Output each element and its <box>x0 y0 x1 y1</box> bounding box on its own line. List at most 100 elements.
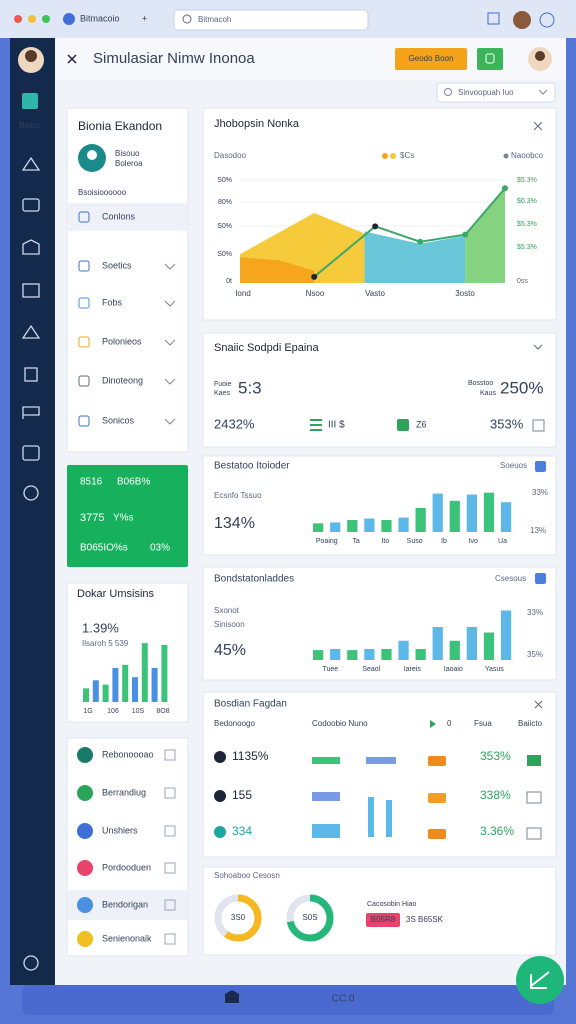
address-bar[interactable] <box>173 9 369 31</box>
task-label[interactable]: Rebonoooao <box>102 749 154 759</box>
toggle-check[interactable] <box>535 461 546 472</box>
item-icon <box>78 260 90 272</box>
task-checkbox[interactable] <box>164 862 176 874</box>
summary-value: 250% <box>500 378 543 397</box>
promo-card[interactable] <box>67 465 188 567</box>
card-toggle[interactable] <box>533 344 543 350</box>
row-value: 1135% <box>232 749 269 763</box>
task-label[interactable]: Berrandiug <box>102 787 146 797</box>
menu-item[interactable]: Sonicos <box>102 415 135 425</box>
nav-home[interactable] <box>21 156 41 171</box>
summary-caption: Kaus <box>480 390 496 397</box>
card-close[interactable] <box>533 121 543 131</box>
chevron[interactable] <box>164 300 176 307</box>
profile-role: Boleroa <box>115 159 143 168</box>
search-chevron[interactable] <box>538 89 548 95</box>
bar <box>415 649 426 660</box>
task-checkbox[interactable] <box>164 825 176 837</box>
row-action[interactable] <box>526 791 542 804</box>
header-button[interactable] <box>395 48 467 70</box>
bar <box>330 522 341 532</box>
card-close[interactable] <box>534 700 543 709</box>
stat-icon[interactable] <box>532 419 545 432</box>
browser-menu[interactable] <box>539 12 555 28</box>
nav-messages[interactable] <box>22 198 40 212</box>
nav-label[interactable]: Bistos <box>19 121 41 130</box>
row-value: 3.36% <box>480 824 514 838</box>
spark <box>386 800 392 837</box>
item-icon <box>78 297 90 309</box>
line-point <box>372 223 379 230</box>
menu-item[interactable]: Fobs <box>102 297 123 307</box>
nav-dashboard[interactable] <box>22 93 38 109</box>
bar <box>122 664 129 702</box>
row-action[interactable] <box>526 827 542 840</box>
x-label: Iaoaio <box>444 666 463 673</box>
menu-item[interactable]: Dinoteong <box>102 375 143 385</box>
chevron[interactable] <box>164 263 176 270</box>
nav-images[interactable] <box>22 445 40 461</box>
chevron[interactable] <box>164 339 176 346</box>
donut-arc <box>214 894 262 942</box>
nav-documents[interactable] <box>22 283 40 298</box>
chevron[interactable] <box>164 418 176 425</box>
active-row <box>68 203 187 231</box>
toggle-label[interactable]: Soeuos <box>500 461 527 470</box>
fab-icon <box>530 971 550 989</box>
window-dot[interactable] <box>28 15 36 23</box>
address-text[interactable]: Bitmacoh <box>198 15 231 24</box>
task-checkbox[interactable] <box>164 933 176 945</box>
task-label[interactable]: Bendorigan <box>102 899 148 909</box>
task-label[interactable]: Unshiers <box>102 825 138 835</box>
task-checkbox[interactable] <box>164 749 176 761</box>
row-icon <box>214 790 226 802</box>
search-text[interactable]: Sinvoopuah Iuo <box>458 88 514 97</box>
menu-item[interactable]: Soetics <box>102 260 132 270</box>
chevron[interactable] <box>164 378 176 385</box>
task-label[interactable]: Pordooduen <box>102 862 151 872</box>
task-checkbox[interactable] <box>164 787 176 799</box>
menu-item[interactable]: Polonieos <box>102 336 142 346</box>
nav-buildings[interactable] <box>22 239 40 255</box>
summary-caption: Bosstoo <box>468 380 493 387</box>
window-dot[interactable] <box>42 15 50 23</box>
header-button-label[interactable]: Geodo Boon <box>409 54 454 63</box>
tab-title[interactable]: Bitmacoio <box>80 13 120 23</box>
nav-settings[interactable] <box>23 485 39 501</box>
extension-icon[interactable] <box>487 12 500 25</box>
bottom-icon[interactable] <box>225 990 239 1003</box>
bar-card <box>202 455 557 556</box>
row-value: 353% <box>480 749 511 763</box>
search-box[interactable] <box>436 82 556 103</box>
row-icon <box>214 751 226 763</box>
spark <box>312 792 340 801</box>
toggle-check[interactable] <box>535 573 546 584</box>
nav-trash[interactable] <box>24 367 38 382</box>
tab-add[interactable]: + <box>142 13 147 23</box>
column-header: Baiicto <box>518 719 543 728</box>
close-icon[interactable] <box>67 54 77 64</box>
stat: III $ <box>328 420 345 431</box>
sidebar <box>10 38 55 985</box>
nav-help[interactable] <box>23 955 39 971</box>
task-checkbox[interactable] <box>164 899 176 911</box>
mini-chart-caption: Ilsaroh 5 539 <box>82 639 129 648</box>
x-label: 1G <box>83 708 92 715</box>
task-list <box>66 737 189 957</box>
menu-item[interactable]: Conlons <box>102 211 136 221</box>
window-dot[interactable] <box>14 15 22 23</box>
bar <box>364 649 375 660</box>
header-action[interactable] <box>477 48 503 70</box>
summary-value: 5:3 <box>238 378 262 397</box>
bar-card-caption: Sxonot <box>214 606 240 615</box>
nav-inbox[interactable] <box>21 324 41 339</box>
bar <box>483 492 495 532</box>
column-header: 0 <box>447 719 452 728</box>
task-label[interactable]: Senienonaik <box>102 933 152 943</box>
row-action[interactable] <box>527 755 541 766</box>
x-label: Suso <box>407 538 423 545</box>
x-label: Iareis <box>404 666 422 673</box>
nav-flags[interactable] <box>22 406 40 419</box>
toggle-label[interactable]: Csesous <box>495 574 526 583</box>
browser-avatar[interactable] <box>513 11 531 29</box>
